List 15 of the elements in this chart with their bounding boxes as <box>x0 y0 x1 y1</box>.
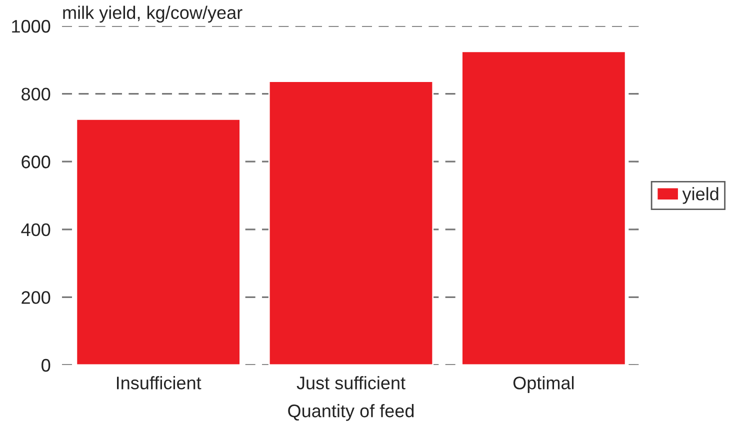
y-tick-label: 400 <box>21 223 50 236</box>
bar <box>268 80 434 365</box>
x-tick-label: Insufficient <box>117 376 202 390</box>
y-tick-label: 600 <box>22 156 50 168</box>
bar <box>76 118 241 365</box>
x-axis-title: Quantity of feed <box>288 404 414 421</box>
x-tick-label: Just sufficient <box>296 376 406 390</box>
x-tick-label: Optimal <box>513 376 574 393</box>
y-tick-label: 200 <box>22 291 50 304</box>
y-axis-title: milk yield, kg/cow/year <box>63 6 242 23</box>
y-tick-label: 0 <box>42 358 50 372</box>
y-tick-label: 800 <box>22 88 50 101</box>
legend-label: yield <box>682 187 718 204</box>
y-tick-label: 1000 <box>12 20 50 33</box>
bar <box>461 50 626 365</box>
